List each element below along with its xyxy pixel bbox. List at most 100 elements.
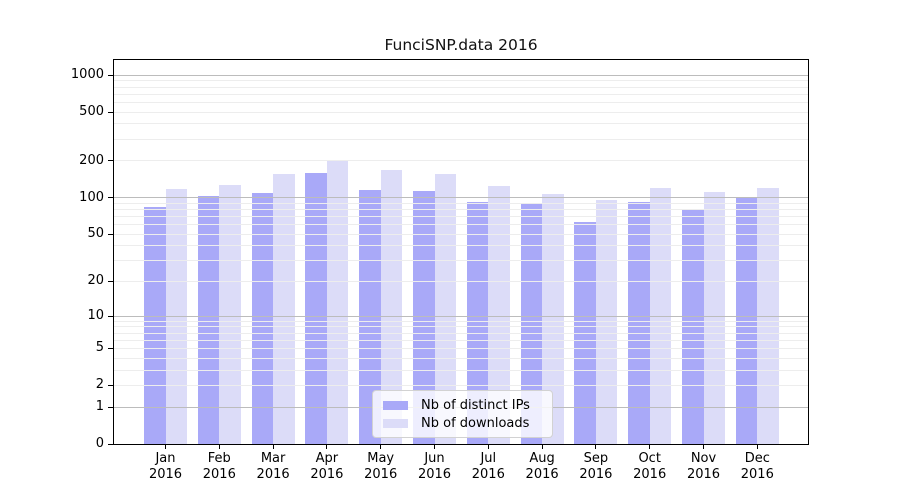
bar-nb-of-distinct-ips-apr bbox=[305, 172, 327, 444]
x-tick-label-dec: Dec 2016 bbox=[729, 451, 785, 482]
month-label: Dec bbox=[744, 451, 770, 466]
x-tick-label-mar: Mar 2016 bbox=[245, 451, 301, 482]
gridline-5 bbox=[114, 347, 808, 349]
gridline-70 bbox=[114, 215, 808, 217]
y-tick-label-500: 500 bbox=[79, 104, 104, 120]
year-label: 2016 bbox=[256, 466, 290, 482]
month-label: Aug bbox=[529, 451, 555, 466]
gridline-8 bbox=[114, 326, 808, 328]
y-tick-label-1000: 1000 bbox=[70, 67, 104, 83]
y-tick-label-2: 2 bbox=[95, 377, 104, 393]
legend-swatch-nb-of-distinct-ips bbox=[383, 400, 408, 410]
month-label: Sep bbox=[583, 451, 609, 466]
x-tick-jan bbox=[165, 445, 166, 449]
year-label: 2016 bbox=[525, 466, 559, 482]
y-tick-label-1: 1 bbox=[95, 399, 104, 414]
x-tick-feb bbox=[218, 445, 220, 449]
month-label: Feb bbox=[207, 451, 231, 466]
gridline-80 bbox=[114, 208, 808, 210]
x-tick-dec bbox=[756, 445, 758, 449]
y-tick-20 bbox=[108, 280, 113, 282]
x-tick-nov bbox=[703, 445, 704, 449]
x-tick-label-aug: Aug 2016 bbox=[514, 451, 570, 482]
gridline-6 bbox=[114, 339, 808, 341]
legend-label-nb-of-distinct-ips: Nb of distinct IPs bbox=[421, 397, 530, 413]
gridline-30 bbox=[114, 260, 808, 262]
bar-nb-of-downloads-nov bbox=[703, 191, 725, 444]
gridline-50 bbox=[114, 233, 808, 235]
y-tick-10 bbox=[108, 315, 113, 317]
y-tick-label-10: 10 bbox=[87, 308, 104, 323]
gridline-700 bbox=[114, 93, 808, 95]
y-tick-label-50: 50 bbox=[87, 226, 104, 242]
y-tick-1 bbox=[108, 406, 113, 408]
x-tick-label-may: May 2016 bbox=[353, 451, 409, 482]
bar-nb-of-distinct-ips-jul bbox=[466, 202, 489, 444]
bar-nb-of-distinct-ips-oct bbox=[628, 202, 650, 444]
x-tick-mar bbox=[272, 445, 274, 449]
gridline-500 bbox=[114, 111, 808, 113]
bar-nb-of-distinct-ips-mar bbox=[251, 192, 274, 444]
legend-swatch-nb-of-downloads bbox=[383, 418, 408, 428]
gridline-40 bbox=[114, 245, 808, 247]
month-label: Mar bbox=[260, 451, 286, 466]
month-label: Apr bbox=[315, 451, 339, 466]
bar-nb-of-downloads-feb bbox=[219, 184, 241, 444]
month-label: Nov bbox=[690, 451, 717, 466]
month-label: Jan bbox=[155, 451, 176, 466]
gridline-20 bbox=[114, 280, 808, 282]
y-tick-label-20: 20 bbox=[87, 273, 104, 289]
legend-item-nb-of-downloads: Nb of downloads bbox=[383, 414, 542, 432]
y-tick-0 bbox=[108, 443, 113, 445]
gridline-400 bbox=[114, 123, 808, 125]
gridline-9 bbox=[114, 320, 808, 322]
gridline-900 bbox=[114, 80, 808, 82]
x-tick-aug bbox=[541, 445, 543, 449]
bar-nb-of-downloads-jul bbox=[488, 186, 510, 444]
year-label: 2016 bbox=[633, 466, 667, 482]
y-tick-2 bbox=[108, 384, 113, 386]
legend: Nb of distinct IPs Nb of downloads bbox=[372, 390, 553, 438]
y-tick-5 bbox=[108, 347, 113, 349]
x-tick-jul bbox=[487, 445, 489, 449]
x-tick-label-oct: Oct 2016 bbox=[622, 451, 678, 482]
gridline-4 bbox=[114, 357, 808, 359]
bar-nb-of-distinct-ips-may bbox=[359, 189, 381, 444]
x-tick-sep bbox=[595, 445, 597, 449]
x-tick-may bbox=[380, 445, 382, 449]
x-tick-label-apr: Apr 2016 bbox=[299, 451, 355, 482]
year-label: 2016 bbox=[417, 466, 452, 482]
bar-nb-of-downloads-aug bbox=[542, 194, 564, 444]
y-tick-200 bbox=[108, 160, 113, 162]
x-tick-label-feb: Feb 2016 bbox=[191, 451, 247, 482]
gridline-600 bbox=[114, 101, 808, 103]
x-tick-apr bbox=[326, 445, 328, 449]
year-label: 2016 bbox=[471, 466, 505, 482]
year-label: 2016 bbox=[364, 466, 398, 482]
year-label: 2016 bbox=[202, 466, 236, 482]
bar-nb-of-downloads-jan bbox=[165, 189, 187, 444]
bar-nb-of-downloads-apr bbox=[326, 161, 349, 444]
chart-title: FunciSNP.data 2016 bbox=[384, 36, 538, 54]
year-label: 2016 bbox=[148, 466, 183, 482]
gridline-10 bbox=[114, 315, 808, 317]
year-label: 2016 bbox=[686, 466, 721, 482]
bar-nb-of-downloads-jun bbox=[434, 173, 456, 444]
y-tick-1000 bbox=[108, 74, 113, 76]
legend-label-nb-of-downloads: Nb of downloads bbox=[421, 415, 530, 431]
x-tick-label-jan: Jan 2016 bbox=[138, 451, 194, 482]
legend-item-nb-of-distinct-ips: Nb of distinct IPs bbox=[383, 396, 542, 414]
bar-nb-of-distinct-ips-aug bbox=[520, 203, 543, 444]
y-tick-50 bbox=[108, 233, 113, 235]
y-tick-500 bbox=[108, 111, 113, 113]
y-tick-label-5: 5 bbox=[95, 340, 104, 356]
x-tick-label-jun: Jun 2016 bbox=[407, 451, 463, 482]
gridline-90 bbox=[114, 202, 808, 204]
x-tick-oct bbox=[649, 445, 651, 449]
gridline-60 bbox=[114, 224, 808, 225]
year-label: 2016 bbox=[740, 466, 774, 482]
plot-area: Nb of distinct IPs Nb of downloads bbox=[113, 59, 809, 445]
gridline-300 bbox=[114, 138, 808, 140]
bar-nb-of-downloads-mar bbox=[273, 173, 295, 444]
gridline-1000 bbox=[114, 74, 808, 76]
